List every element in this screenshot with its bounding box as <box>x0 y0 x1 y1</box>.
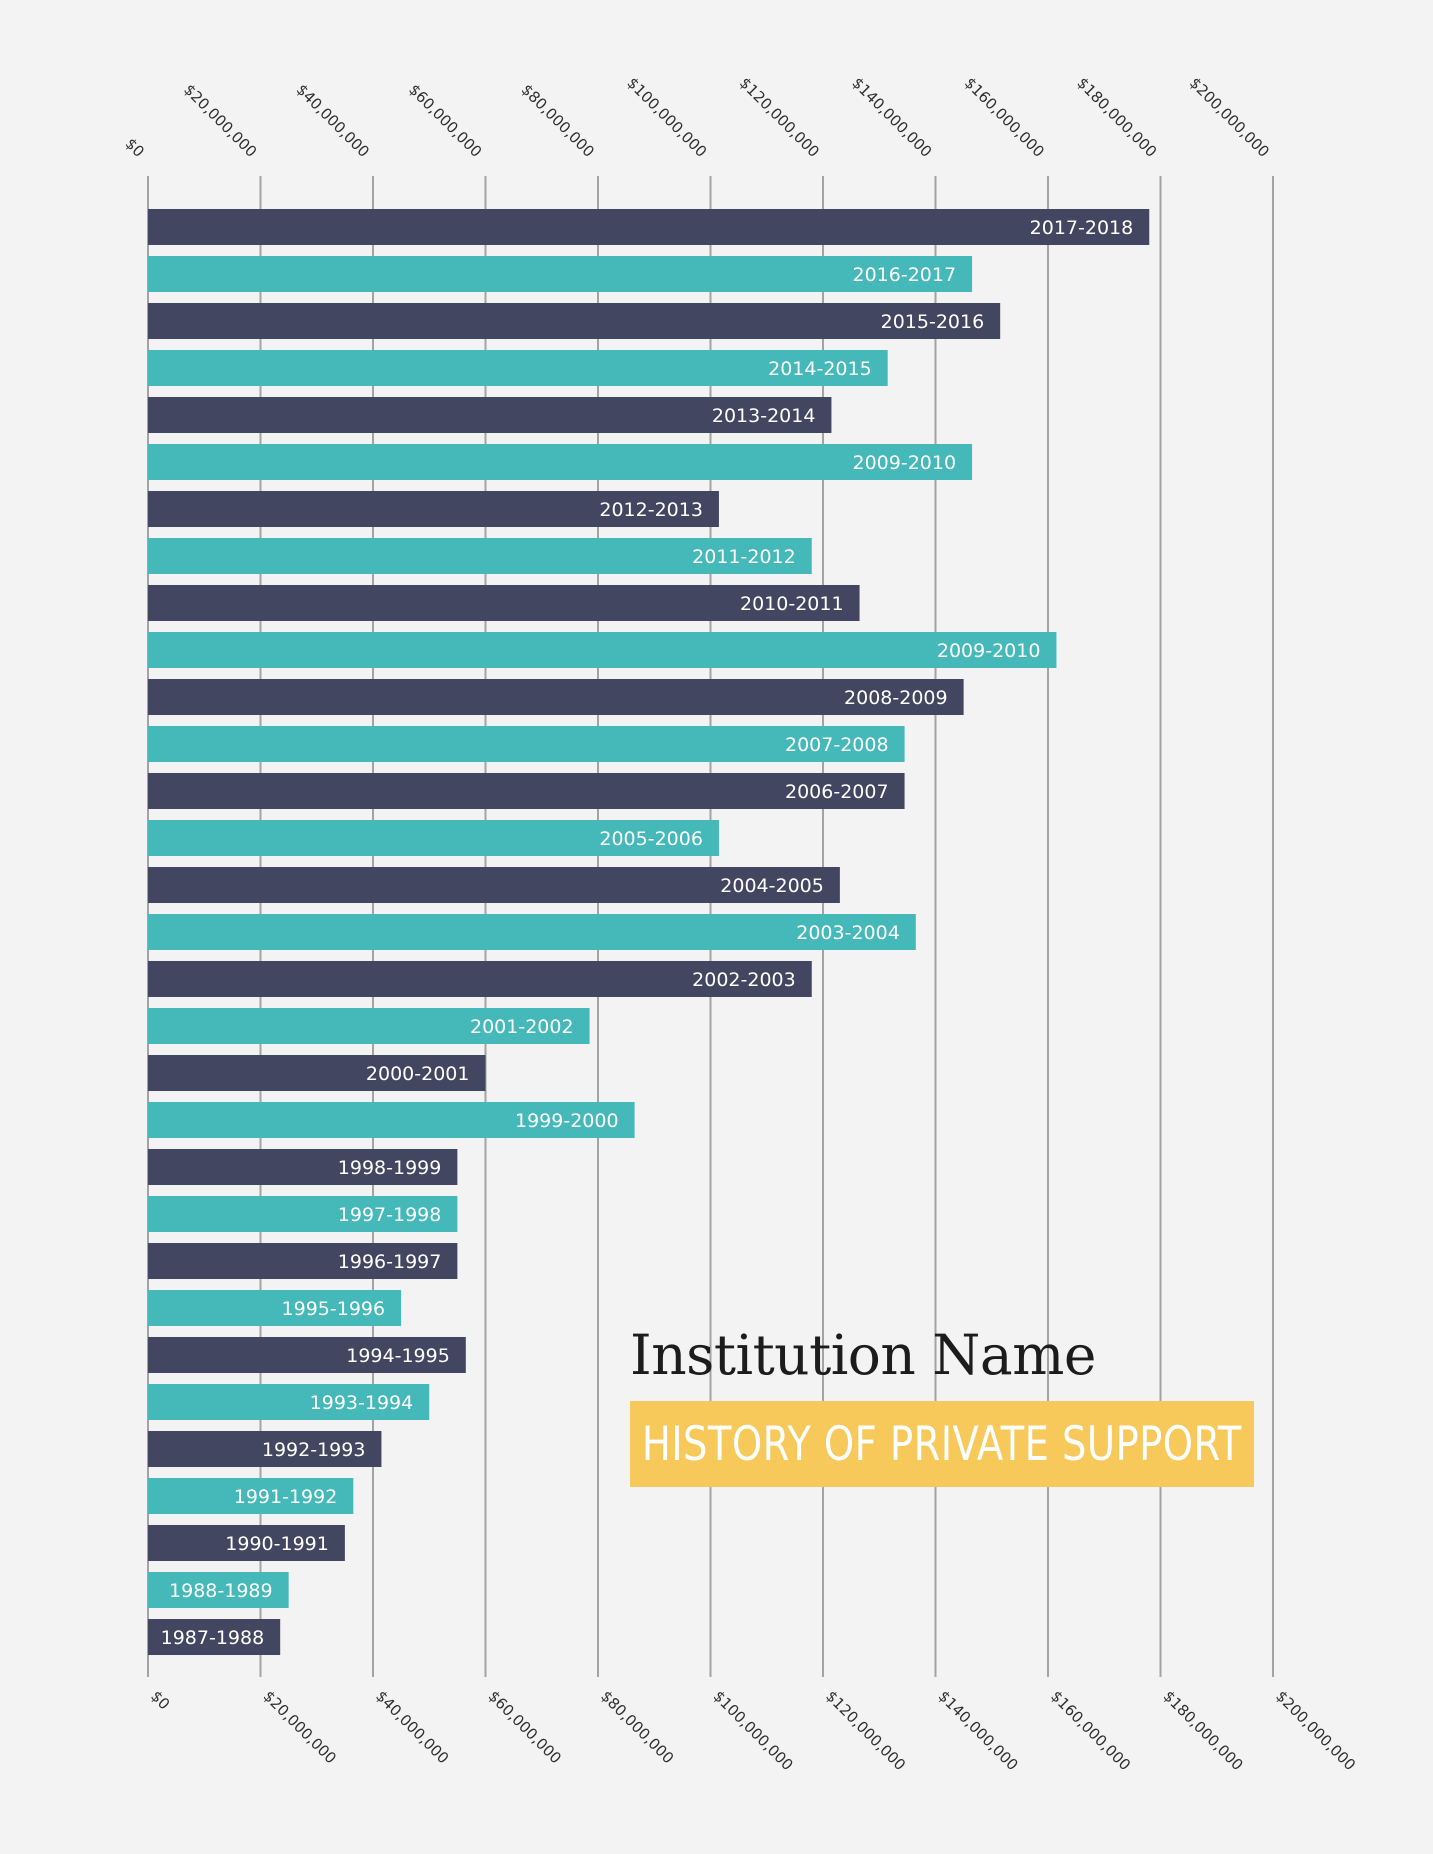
bar-label: 1988-1989 <box>169 1580 273 1602</box>
bar <box>148 491 719 527</box>
bar <box>148 1008 590 1044</box>
bar-label: 2014-2015 <box>768 358 872 380</box>
bar-label: 2004-2005 <box>720 875 824 897</box>
bar-label: 1987-1988 <box>161 1627 265 1649</box>
bottom-tick-label: $120,000,000 <box>822 1687 909 1774</box>
bar-label: 2008-2009 <box>844 687 948 709</box>
bar <box>148 538 812 574</box>
bar <box>148 303 1001 339</box>
bar-label: 2012-2013 <box>599 499 703 521</box>
bar-label: 2000-2001 <box>366 1063 470 1085</box>
top-axis-tick-labels: $0 $20,000,000 $40,000,000 $60,000,000 $80,0… <box>122 74 1273 161</box>
top-tick-label: $120,000,000 <box>736 74 823 161</box>
bars: 2017-2018 2016-2017 2015-2016 2014-2015 2013… <box>148 209 1150 1655</box>
bar-label: 1995-1996 <box>282 1298 386 1320</box>
bar <box>148 1102 635 1138</box>
bar <box>148 961 812 997</box>
bottom-tick-label: $80,000,000 <box>597 1687 677 1767</box>
top-tick-label: $160,000,000 <box>961 74 1048 161</box>
bar-label: 2009-2010 <box>852 452 956 474</box>
bar-label: 2017-2018 <box>1030 217 1134 239</box>
top-tick-label: $140,000,000 <box>848 74 935 161</box>
top-tick-label: $20,000,000 <box>180 81 260 161</box>
bar <box>148 350 888 386</box>
bar <box>148 585 860 621</box>
bar <box>148 1572 289 1608</box>
bar <box>148 209 1150 245</box>
bar <box>148 1290 402 1326</box>
bottom-tick-label: $0 <box>147 1687 173 1713</box>
top-tick-label: $0 <box>122 135 148 161</box>
bar <box>148 1055 486 1091</box>
bar <box>148 256 973 292</box>
subtitle-banner: HISTORY OF PRIVATE SUPPORT <box>630 1401 1254 1487</box>
bar-label: 2013-2014 <box>712 405 816 427</box>
top-tick-label: $180,000,000 <box>1073 74 1160 161</box>
bar-label: 2016-2017 <box>852 264 956 286</box>
institution-name: Institution Name <box>630 1323 1096 1387</box>
bar-label: 1998-1999 <box>338 1157 442 1179</box>
bar <box>148 1149 458 1185</box>
bar <box>148 632 1057 668</box>
bottom-tick-label: $140,000,000 <box>935 1687 1022 1774</box>
top-tick-label: $80,000,000 <box>518 81 598 161</box>
bar <box>148 1243 458 1279</box>
bar <box>148 679 964 715</box>
bar-label: 1991-1992 <box>234 1486 338 1508</box>
bar <box>148 1619 281 1655</box>
bar-label: 1992-1993 <box>262 1439 366 1461</box>
top-tick-label: $60,000,000 <box>405 81 485 161</box>
bar-label: 2002-2003 <box>692 969 796 991</box>
bar <box>148 444 973 480</box>
top-tick-label: $100,000,000 <box>623 74 710 161</box>
bar <box>148 1431 382 1467</box>
bottom-tick-label: $200,000,000 <box>1272 1687 1359 1774</box>
bar-label: 1990-1991 <box>225 1533 329 1555</box>
bar <box>148 820 719 856</box>
bottom-tick-label: $40,000,000 <box>372 1687 452 1767</box>
bar-label: 2009-2010 <box>937 640 1041 662</box>
bottom-tick-label: $100,000,000 <box>710 1687 797 1774</box>
bottom-tick-label: $20,000,000 <box>260 1687 340 1767</box>
bar <box>148 773 905 809</box>
bar-label: 1997-1998 <box>338 1204 442 1226</box>
top-tick-label: $40,000,000 <box>293 81 373 161</box>
bar <box>148 914 916 950</box>
bar-label: 1993-1994 <box>310 1392 414 1414</box>
bar-label: 2011-2012 <box>692 546 796 568</box>
bar <box>148 1478 354 1514</box>
bar-label: 1999-2000 <box>515 1110 619 1132</box>
top-tick-label: $200,000,000 <box>1186 74 1273 161</box>
bar-label: 2015-2016 <box>881 311 985 333</box>
bar <box>148 1525 345 1561</box>
bar <box>148 1337 466 1373</box>
bar-label: 2005-2006 <box>599 828 703 850</box>
bar <box>148 397 832 433</box>
bottom-tick-label: $60,000,000 <box>485 1687 565 1767</box>
bar <box>148 1384 430 1420</box>
bar-label: 2010-2011 <box>740 593 844 615</box>
bar <box>148 867 840 903</box>
bar-label: 2006-2007 <box>785 781 889 803</box>
bottom-tick-label: $180,000,000 <box>1160 1687 1247 1774</box>
bar-label: 2001-2002 <box>470 1016 574 1038</box>
bar-label: 2003-2004 <box>796 922 900 944</box>
chart-subtitle: HISTORY OF PRIVATE SUPPORT <box>641 1416 1243 1472</box>
bar <box>148 726 905 762</box>
bar <box>148 1196 458 1232</box>
bottom-tick-label: $160,000,000 <box>1047 1687 1134 1774</box>
bar-label: 1994-1995 <box>346 1345 450 1367</box>
bar-label: 2007-2008 <box>785 734 889 756</box>
title-block: Institution Name HISTORY OF PRIVATE SUPP… <box>630 1328 1254 1487</box>
bottom-axis-tick-labels: $0 $20,000,000 $40,000,000 $60,000,000 $80,0… <box>147 1687 1359 1774</box>
bar-label: 1996-1997 <box>338 1251 442 1273</box>
